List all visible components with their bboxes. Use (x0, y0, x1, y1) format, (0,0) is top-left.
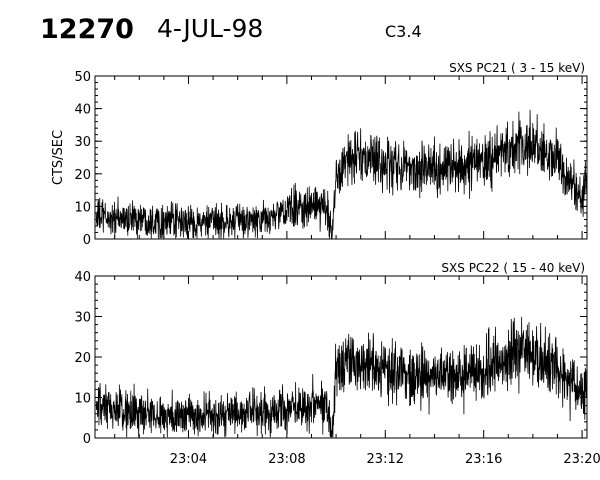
y-tick-label: 30 (74, 311, 91, 326)
x-tick-label: 23:20 (563, 452, 600, 467)
y-tick-label: 20 (74, 168, 91, 183)
y-tick-label: 40 (74, 270, 91, 285)
y-tick-label: 10 (74, 200, 91, 215)
data-series-line (95, 109, 587, 239)
y-tick-label: 50 (74, 70, 91, 85)
x-tick-label: 23:16 (465, 452, 502, 467)
panel-title-2: SXS PC22 ( 15 - 40 keV) (441, 261, 585, 275)
event-id: 12270 (40, 14, 134, 45)
x-tick-label: 23:08 (268, 452, 305, 467)
y-tick-label: 0 (83, 233, 91, 248)
x-tick-label: 23:04 (170, 452, 207, 467)
x-tick-label: 23:12 (367, 452, 404, 467)
data-series-line (95, 316, 587, 438)
y-tick-label: 10 (74, 392, 91, 407)
event-date: 4-JUL-98 (157, 14, 264, 43)
y-tick-label: 20 (74, 351, 91, 366)
panel-title-1: SXS PC21 ( 3 - 15 keV) (449, 61, 585, 75)
y-axis-label: CTS/SEC (51, 130, 66, 185)
flare-class: C3.4 (385, 22, 422, 41)
y-tick-label: 30 (74, 135, 91, 150)
plot-frame-1 (94, 75, 588, 240)
y-tick-label: 40 (74, 103, 91, 118)
y-tick-label: 0 (83, 432, 91, 447)
